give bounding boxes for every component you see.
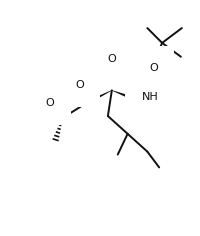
Polygon shape <box>87 90 112 104</box>
Polygon shape <box>112 90 133 100</box>
Text: O: O <box>149 63 158 73</box>
Text: O: O <box>45 98 54 108</box>
Text: O: O <box>75 80 84 90</box>
Text: NH: NH <box>141 92 158 102</box>
Text: O: O <box>107 54 116 64</box>
